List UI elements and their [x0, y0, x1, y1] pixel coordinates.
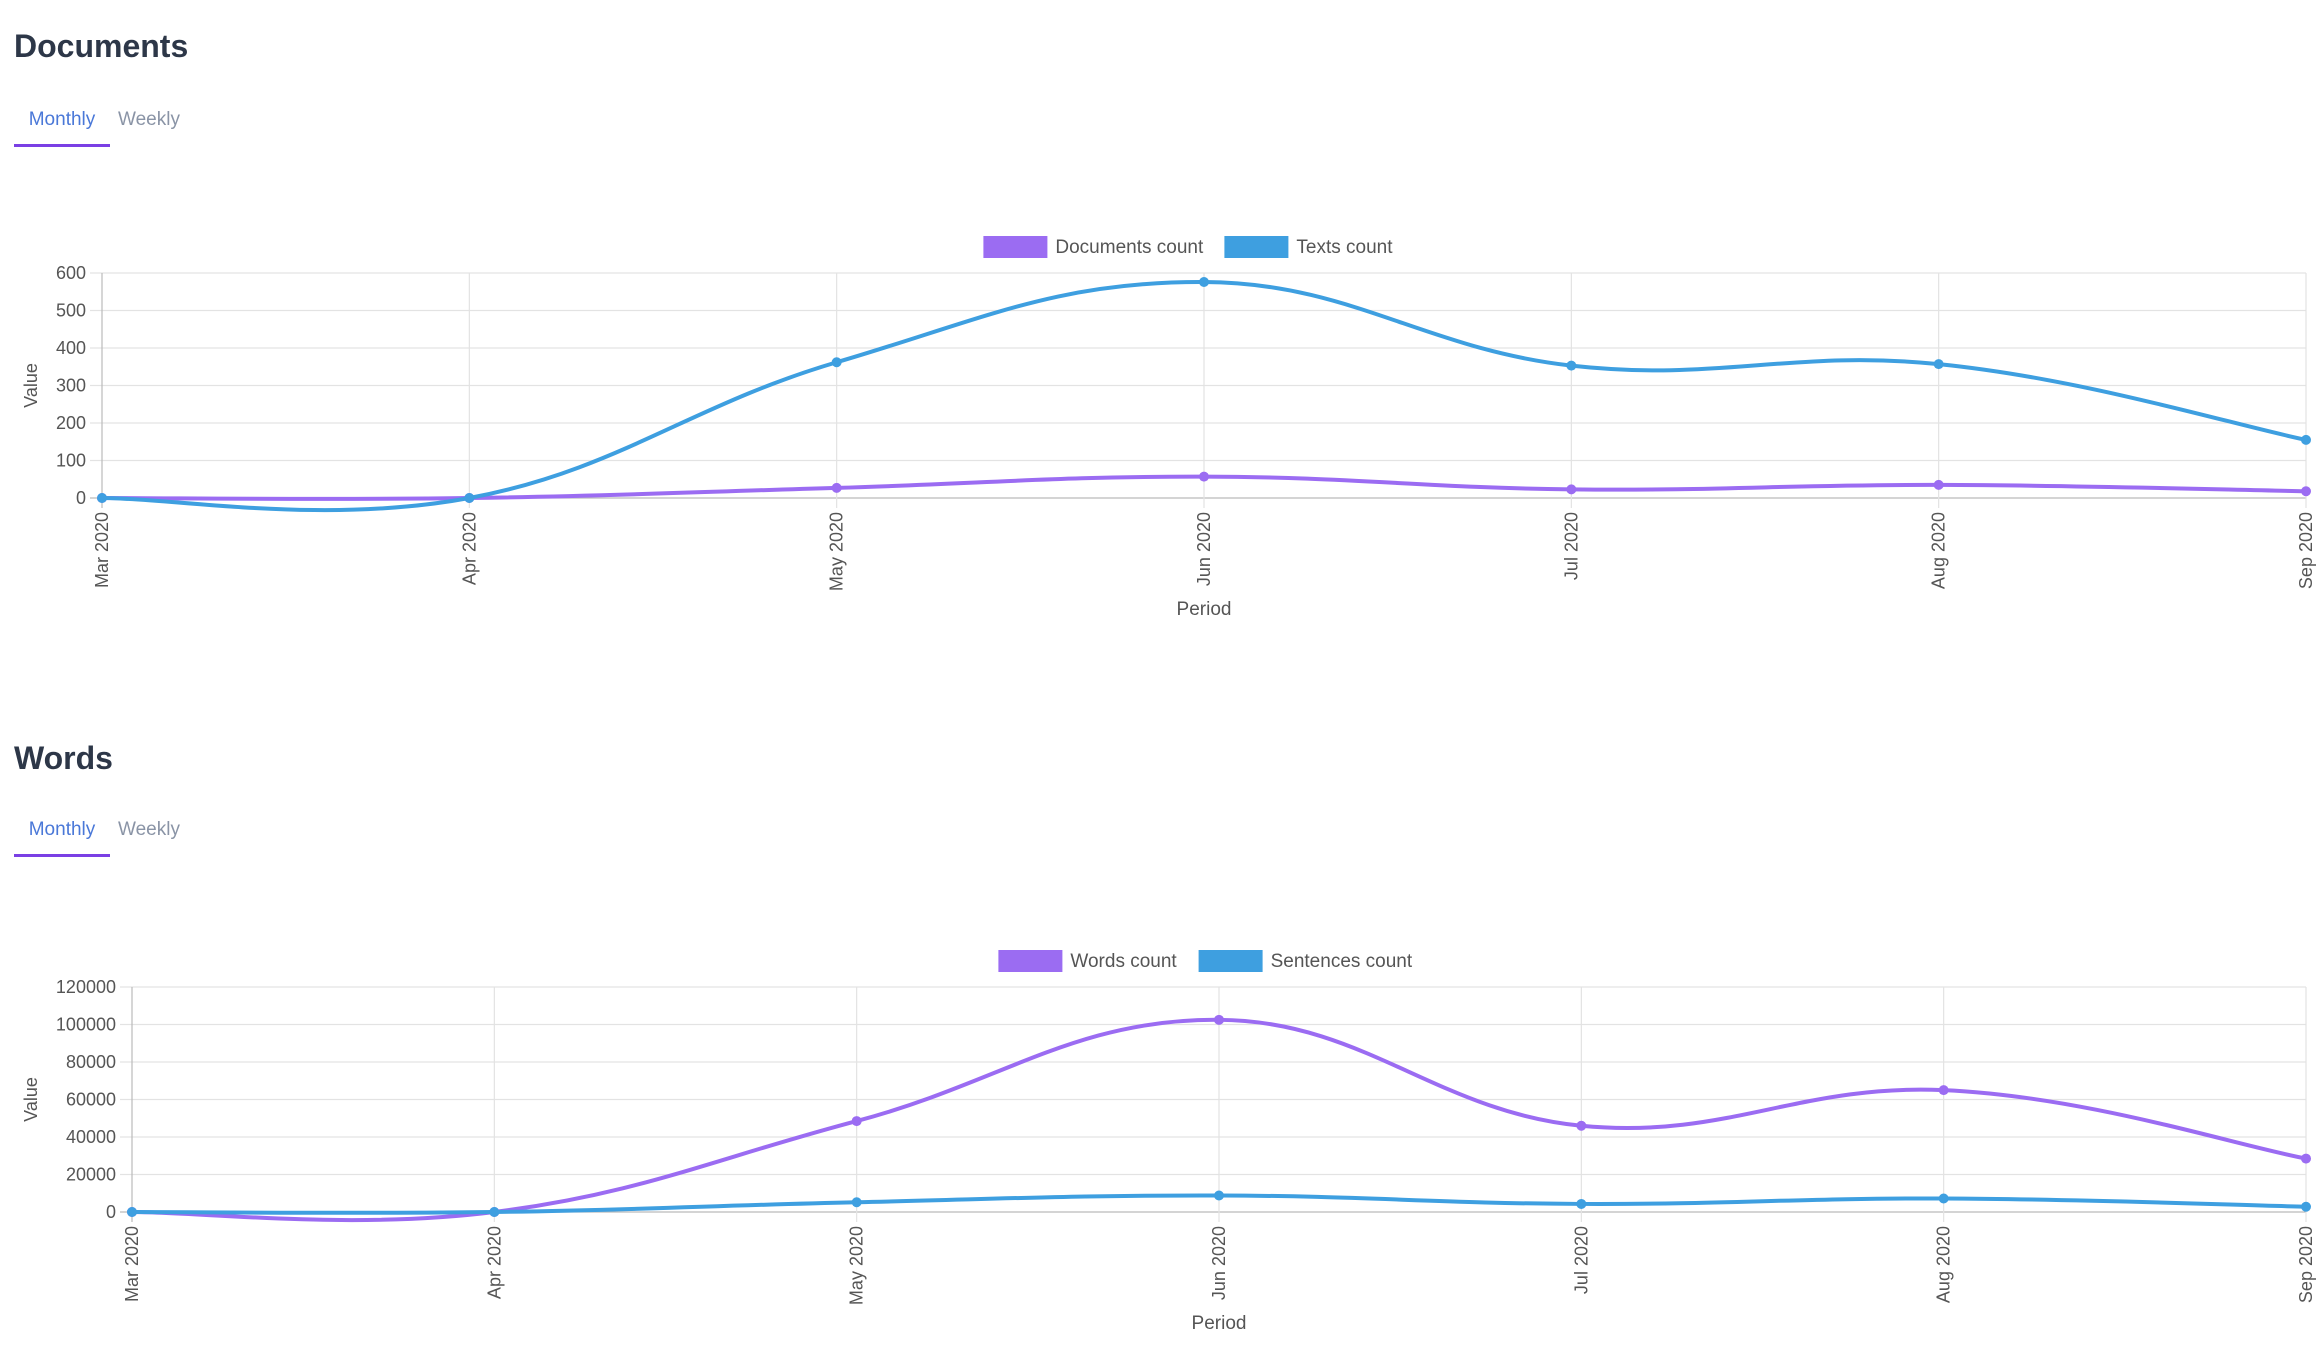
x-tick-label: Jul 2020 — [1571, 1226, 1591, 1294]
x-tick-label: Mar 2020 — [92, 512, 112, 588]
x-axis-title: Period — [1177, 599, 1232, 620]
data-point — [2301, 1153, 2311, 1164]
y-tick-label: 300 — [56, 376, 86, 396]
y-tick-label: 100 — [56, 451, 86, 471]
y-axis-title: Value — [21, 363, 41, 408]
words-section: Words Monthly Weekly Words count Sentence… — [0, 700, 2324, 1372]
legend-swatch — [1198, 950, 1263, 972]
data-point — [1566, 360, 1577, 371]
data-point — [851, 1197, 862, 1208]
data-point — [831, 482, 842, 493]
y-tick-label: 400 — [56, 338, 86, 358]
data-point — [1576, 1198, 1587, 1209]
x-tick-label: Aug 2020 — [1929, 512, 1949, 589]
legend-swatch — [1224, 236, 1289, 258]
x-tick-label: May 2020 — [847, 1226, 867, 1305]
y-tick-label: 100000 — [56, 1015, 116, 1035]
y-tick-label: 0 — [106, 1202, 116, 1222]
y-tick-label: 600 — [56, 263, 86, 283]
tab-monthly[interactable]: Monthly — [14, 810, 110, 857]
legend-swatch — [983, 236, 1048, 258]
legend-label: Words count — [1070, 951, 1177, 972]
data-point — [1199, 471, 1209, 482]
data-point — [1938, 1193, 1949, 1204]
data-point — [1214, 1014, 1224, 1025]
legend-label: Sentences count — [1271, 951, 1413, 972]
x-tick-label: Jun 2020 — [1209, 1226, 1229, 1300]
data-point — [2301, 434, 2311, 445]
data-point — [1566, 484, 1577, 495]
documents-section: Documents Monthly Weekly Documents count… — [14, 28, 2316, 620]
data-point — [1933, 359, 1944, 370]
y-tick-label: 200 — [56, 413, 86, 433]
x-axis-title: Period — [1192, 1313, 1247, 1334]
data-point — [831, 357, 842, 368]
y-tick-label: 0 — [76, 488, 86, 508]
words-chart: Words count Sentences count 0 20000 40000 600… — [21, 950, 2316, 1334]
data-point — [1933, 479, 1944, 490]
x-tick-label: Aug 2020 — [1934, 1226, 1954, 1303]
data-point — [127, 1207, 137, 1217]
y-tick-label: 120000 — [56, 977, 116, 997]
y-tick-label: 20000 — [66, 1165, 116, 1185]
documents-chart: Documents count Texts count 0 100 200 300 400 5… — [21, 236, 2316, 620]
data-point — [2301, 486, 2311, 497]
x-tick-label: Apr 2020 — [484, 1226, 504, 1299]
data-point — [2301, 1201, 2311, 1212]
data-point — [1576, 1120, 1587, 1131]
data-point — [1214, 1190, 1224, 1201]
tab-weekly[interactable]: Weekly — [118, 109, 180, 130]
section-title: Documents — [14, 28, 189, 64]
x-tick-label: Sep 2020 — [2296, 512, 2316, 589]
data-point — [1199, 277, 1209, 287]
legend-label: Documents count — [1055, 237, 1204, 258]
y-axis-title: Value — [21, 1077, 41, 1122]
x-tick-label: Sep 2020 — [2296, 1226, 2316, 1303]
y-tick-label: 80000 — [66, 1052, 116, 1072]
legend-label: Texts count — [1296, 237, 1393, 258]
x-tick-label: Mar 2020 — [122, 1226, 142, 1302]
data-point — [97, 493, 107, 503]
section-title: Words — [14, 740, 113, 776]
x-tick-label: May 2020 — [827, 512, 847, 591]
tab-monthly[interactable]: Monthly — [14, 100, 110, 147]
y-tick-label: 60000 — [66, 1090, 116, 1110]
tab-weekly[interactable]: Weekly — [118, 819, 180, 840]
y-tick-label: 40000 — [66, 1127, 116, 1147]
legend: Documents count Texts count — [983, 236, 1393, 258]
data-point — [464, 493, 475, 503]
data-point — [851, 1116, 862, 1127]
data-point — [489, 1207, 500, 1217]
x-tick-label: Jun 2020 — [1194, 512, 1214, 586]
legend: Words count Sentences count — [998, 950, 1413, 972]
x-tick-label: Apr 2020 — [459, 512, 479, 585]
data-point — [1938, 1085, 1949, 1096]
x-tick-label: Jul 2020 — [1561, 512, 1581, 580]
y-tick-label: 500 — [56, 301, 86, 321]
legend-swatch — [998, 950, 1063, 972]
